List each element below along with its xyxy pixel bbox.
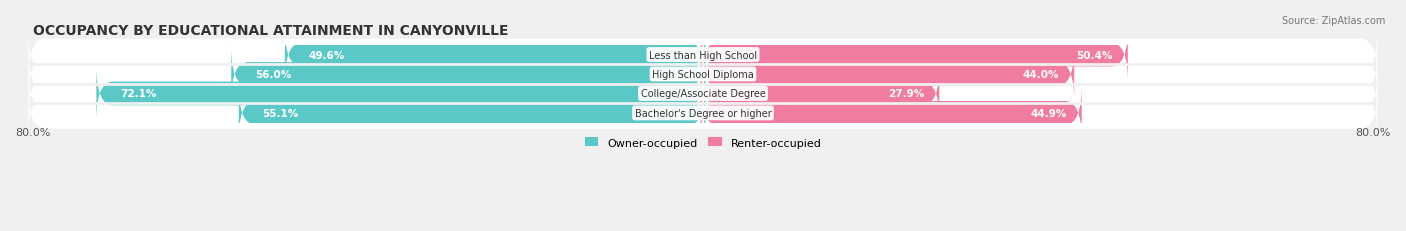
- Text: 27.9%: 27.9%: [889, 89, 924, 99]
- Text: College/Associate Degree: College/Associate Degree: [641, 89, 765, 99]
- FancyBboxPatch shape: [28, 71, 1378, 117]
- FancyBboxPatch shape: [239, 86, 706, 140]
- Text: 56.0%: 56.0%: [254, 70, 291, 80]
- FancyBboxPatch shape: [28, 32, 1378, 78]
- FancyBboxPatch shape: [700, 28, 1128, 82]
- Text: OCCUPANCY BY EDUCATIONAL ATTAINMENT IN CANYONVILLE: OCCUPANCY BY EDUCATIONAL ATTAINMENT IN C…: [32, 24, 508, 38]
- Text: High School Diploma: High School Diploma: [652, 70, 754, 80]
- Text: 49.6%: 49.6%: [308, 50, 344, 60]
- Text: Less than High School: Less than High School: [650, 50, 756, 60]
- Text: 72.1%: 72.1%: [120, 89, 156, 99]
- FancyBboxPatch shape: [700, 48, 1074, 102]
- Legend: Owner-occupied, Renter-occupied: Owner-occupied, Renter-occupied: [581, 133, 825, 152]
- Text: Bachelor's Degree or higher: Bachelor's Degree or higher: [634, 108, 772, 118]
- FancyBboxPatch shape: [285, 28, 706, 82]
- FancyBboxPatch shape: [28, 52, 1378, 98]
- FancyBboxPatch shape: [97, 67, 706, 121]
- FancyBboxPatch shape: [700, 86, 1081, 140]
- Text: 44.9%: 44.9%: [1031, 108, 1067, 118]
- FancyBboxPatch shape: [231, 48, 706, 102]
- Text: 50.4%: 50.4%: [1077, 50, 1112, 60]
- FancyBboxPatch shape: [28, 90, 1378, 137]
- Text: Source: ZipAtlas.com: Source: ZipAtlas.com: [1281, 16, 1385, 26]
- Text: 44.0%: 44.0%: [1022, 70, 1059, 80]
- Text: 55.1%: 55.1%: [263, 108, 298, 118]
- FancyBboxPatch shape: [700, 67, 939, 121]
